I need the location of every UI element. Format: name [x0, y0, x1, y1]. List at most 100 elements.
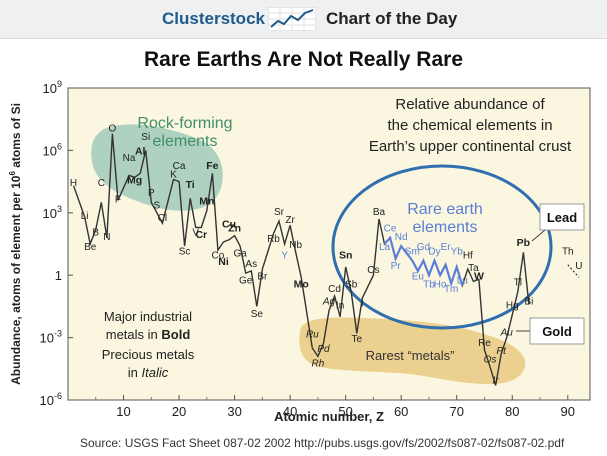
element-label-sc: Sc [179, 246, 191, 257]
element-label-pb: Pb [517, 237, 530, 249]
element-label-dy: Dy [428, 246, 440, 257]
element-label-mg: Mg [127, 175, 142, 187]
lead-callout-label: Lead [547, 210, 577, 225]
chart-logo-icon [268, 7, 316, 31]
element-label-zn: Zn [228, 223, 241, 235]
annotations: Rock-forming elements Rare earth elements Ra… [102, 96, 585, 380]
y-tick-label: 10-6 [40, 391, 62, 408]
highlight-regions [91, 124, 553, 384]
element-label-zr: Zr [285, 215, 295, 226]
element-label-lu: Lu [457, 276, 468, 287]
element-label-i: I [361, 298, 364, 309]
element-label-eu: Eu [412, 271, 424, 282]
element-label-er: Er [441, 242, 452, 253]
element-label-v: V [192, 228, 199, 239]
element-label-hf: Hf [463, 251, 473, 262]
element-label-br: Br [257, 271, 268, 282]
rarest-metals-label: Rarest “metals” [366, 348, 455, 363]
gold-callout-label: Gold [542, 324, 572, 339]
element-label-as: As [245, 259, 257, 270]
element-label-n: N [103, 232, 110, 243]
element-label-os: Os [484, 355, 497, 366]
legend-line-3: Precious metals [102, 347, 195, 362]
element-label-si: Si [141, 132, 150, 143]
element-label-se: Se [251, 309, 264, 320]
rarest-metals-region [299, 317, 526, 384]
y-tick-label: 1 [55, 268, 62, 283]
element-label-bi: Bi [524, 296, 533, 307]
element-label-sb: Sb [345, 280, 358, 291]
x-tick-label: 20 [172, 404, 186, 419]
x-tick-label: 80 [505, 404, 519, 419]
element-label-ca: Ca [173, 161, 186, 172]
element-label-w: W [474, 270, 484, 282]
y-tick-label: 10-3 [40, 329, 62, 346]
element-label-na: Na [123, 153, 136, 164]
element-label-ba: Ba [373, 207, 386, 218]
element-label-al: Al [135, 146, 146, 158]
element-label-ho: Ho [434, 280, 447, 291]
element-label-y: Y [281, 251, 288, 262]
y-tick-label: 109 [43, 79, 62, 96]
element-label-te: Te [351, 334, 362, 345]
x-tick-label: 10 [116, 404, 130, 419]
x-axis-label: Atomic number, Z [274, 409, 384, 424]
element-label-pr: Pr [391, 261, 402, 272]
element-label-mo: Mo [294, 279, 309, 291]
x-tick-label: 60 [394, 404, 408, 419]
element-label-gd: Gd [417, 242, 430, 253]
element-label-cd: Cd [328, 284, 341, 295]
element-label-f: F [115, 194, 121, 205]
element-label-k: K [170, 169, 177, 180]
element-label-ga: Ga [233, 248, 247, 259]
legend-line-2: metals in Bold [106, 327, 191, 342]
element-label-be: Be [84, 242, 97, 253]
relative-abundance-text: Relative abundance of the chemical elemen… [369, 96, 572, 155]
x-tick-label: 70 [449, 404, 463, 419]
element-label-mn: Mn [199, 195, 214, 207]
x-tick-label: 90 [561, 404, 575, 419]
element-label-nd: Nd [395, 232, 408, 243]
element-label-o: O [109, 124, 117, 135]
element-label-pt: Pt [496, 346, 507, 357]
axes: 10 20 30 40 50 60 70 80 90 109 106 103 1 10-3 10-6 Atom… [8, 79, 575, 424]
element-label-co: Co [212, 251, 225, 262]
rare-earth-label: Rare earth elements [407, 201, 483, 236]
element-label-rb: Rb [267, 234, 280, 245]
chart-title: Rare Earths Are Not Really Rare [143, 48, 464, 71]
element-label-tm: Tm [444, 284, 458, 295]
element-label-li: Li [81, 211, 89, 222]
element-label-s: S [154, 201, 161, 212]
y-tick-label: 103 [43, 204, 62, 221]
element-label-ce: Ce [384, 224, 397, 235]
rare-earth-line [383, 235, 464, 288]
gold-callout-box [529, 317, 585, 345]
element-label-nb: Nb [289, 240, 302, 251]
element-label-tb: Tb [423, 280, 435, 291]
element-label-re: Re [478, 338, 491, 349]
element-label-sr: Sr [274, 207, 285, 218]
x-tick-label: 40 [283, 404, 297, 419]
element-label-hg: Hg [506, 300, 519, 311]
element-label-ag: Ag [322, 296, 336, 307]
element-label-b: B [92, 228, 99, 239]
element-label-c: C [98, 178, 105, 189]
brand-name: Clusterstock [162, 9, 265, 28]
element-label-sn: Sn [339, 250, 352, 262]
element-label-ti: Ti [186, 179, 195, 191]
element-label-ge: Ge [239, 276, 253, 287]
element-label-au: Au [500, 328, 514, 339]
element-label-ru: Ru [306, 330, 319, 341]
element-label-h: H [70, 178, 77, 189]
y-tick-label: 106 [43, 141, 62, 158]
element-label-cs: Cs [367, 265, 379, 276]
lead-callout-box [539, 203, 585, 231]
element-label-u: U [575, 261, 582, 272]
element-label-in: In [336, 300, 344, 311]
lead-pointer [531, 229, 546, 242]
element-label-ni: Ni [218, 256, 229, 268]
element-label-cu: Cu [222, 218, 236, 230]
rare-earth-ellipse [331, 164, 553, 330]
